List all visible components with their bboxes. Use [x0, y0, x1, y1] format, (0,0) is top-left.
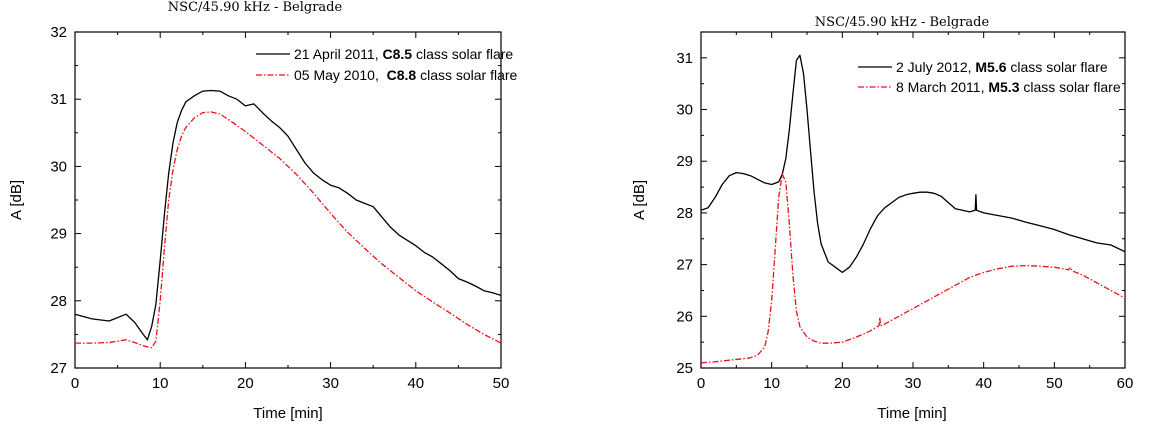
- x-tick-label-right: 10: [763, 375, 780, 392]
- y-tick-label-right: 29: [676, 153, 693, 170]
- legend-label-0-part-c: class solar flare: [412, 46, 513, 62]
- legend-label-0-part-b: C8.5: [382, 46, 412, 62]
- x-tick-label-right: 50: [1046, 375, 1063, 392]
- y-tick-label-left: 31: [50, 91, 67, 108]
- legend-label-3-part-c: class solar flare: [1019, 79, 1120, 95]
- x-tick-label-left: 40: [407, 375, 424, 392]
- y-tick-label-right: 28: [676, 205, 693, 222]
- y-axis-label-left: A [dB]: [8, 180, 25, 220]
- legend-label-1: 05 May 2010, C8.8 class solar flare: [294, 67, 518, 83]
- legend-label-2-part-c: class solar flare: [1007, 59, 1108, 75]
- y-tick-label-right: 30: [676, 102, 693, 119]
- legend-label-2-part-b: M5.6: [975, 59, 1006, 75]
- x-tick-label-right: 60: [1117, 375, 1134, 392]
- legend-label-1-part-c: class solar flare: [416, 67, 517, 83]
- legend-label-3-part-a: 8 March 2011,: [896, 79, 988, 95]
- series-line-left-1: [75, 111, 502, 349]
- series-line-right-1: [700, 173, 1126, 364]
- legend-label-1-part-b: C8.8: [387, 67, 417, 83]
- x-tick-label-left: 30: [322, 375, 339, 392]
- y-tick-label-left: 30: [50, 158, 67, 175]
- legend-label-3-part-b: M5.3: [988, 79, 1019, 95]
- y-tick-label-right: 26: [676, 308, 693, 325]
- x-tick-label-right: 30: [905, 375, 922, 392]
- legend-label-2: 2 July 2012, M5.6 class solar flare: [896, 59, 1108, 75]
- legend-label-3: 8 March 2011, M5.3 class solar flare: [896, 79, 1121, 95]
- chart-title-right: NSC/45.90 kHz - Belgrade: [815, 15, 990, 30]
- series-line-right-0: [700, 54, 1126, 274]
- x-axis-label-left: Time [min]: [253, 405, 322, 422]
- x-tick-label-left: 10: [152, 375, 169, 392]
- series-line-left-0: [74, 89, 502, 341]
- y-tick-label-right: 27: [676, 257, 693, 274]
- legend-label-0-part-a: 21 April 2011,: [294, 46, 382, 62]
- legend-left: 21 April 2011, C8.5 class solar flare 05…: [256, 46, 518, 83]
- y-tick-label-left: 27: [50, 360, 67, 377]
- legend-label-1-part-a: 05 May 2010,: [294, 67, 387, 83]
- legend-label-0: 21 April 2011, C8.5 class solar flare: [294, 46, 513, 62]
- chart-right: NSC/45.90 kHz - Belgrade 0 10 20 30 40 50 60 25…: [631, 15, 1133, 422]
- y-tick-label-left: 29: [50, 226, 67, 243]
- x-tick-label-left: 50: [493, 375, 510, 392]
- y-axis-label-right: A [dB]: [631, 180, 648, 220]
- y-tick-label-left: 32: [50, 24, 67, 41]
- legend-right: 2 July 2012, M5.6 class solar flare 8 Ma…: [858, 59, 1121, 95]
- x-axis-label-right: Time [min]: [877, 405, 946, 422]
- legend-label-2-part-a: 2 July 2012,: [896, 59, 975, 75]
- x-tick-label-right: 40: [975, 375, 992, 392]
- y-tick-label-right: 31: [676, 50, 693, 67]
- x-tick-label-left: 20: [237, 375, 254, 392]
- chart-left: NSC/45.90 kHz - Belgrade 0 10 20 30 40 50 27 28…: [8, 0, 518, 422]
- x-tick-label-right: 20: [834, 375, 851, 392]
- x-tick-label-right: 0: [697, 375, 705, 392]
- chart-title-left: NSC/45.90 kHz - Belgrade: [168, 0, 343, 15]
- x-tick-label-left: 0: [71, 375, 79, 392]
- y-tick-label-left: 28: [50, 293, 67, 310]
- y-tick-label-right: 25: [676, 360, 693, 377]
